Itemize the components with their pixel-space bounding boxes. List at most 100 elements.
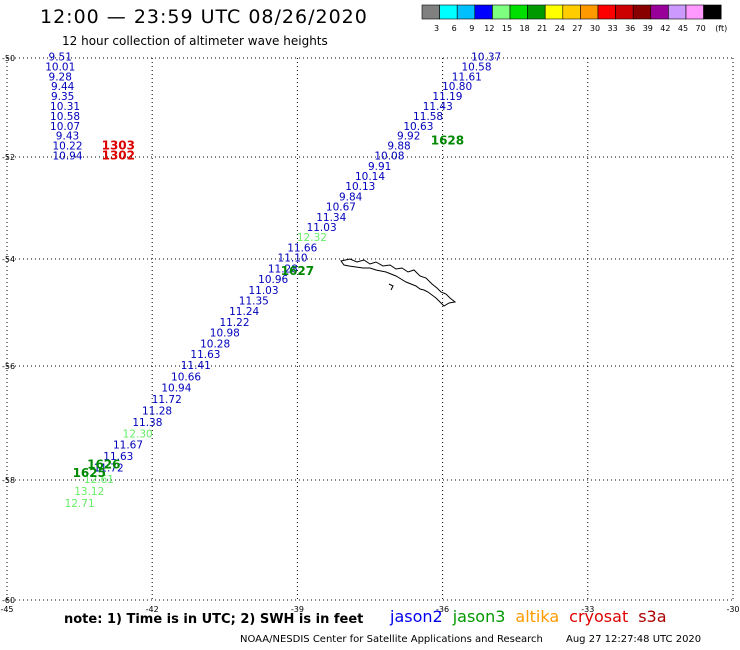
wave-height-label: 10.07 xyxy=(50,121,80,133)
colorbar-label: 6 xyxy=(452,24,457,33)
pass-time-label: 1302 xyxy=(102,149,135,163)
colorbar-swatch xyxy=(456,4,476,20)
wave-height-label: 11.28 xyxy=(142,405,172,417)
colorbar-label: 30 xyxy=(590,24,600,33)
colorbar-label: 15 xyxy=(502,24,512,33)
x-tick-label: -39 xyxy=(291,605,304,614)
wave-height-label: 12.71 xyxy=(65,498,95,510)
wave-height-label: 12.30 xyxy=(123,428,153,440)
x-tick-label: -30 xyxy=(726,605,739,614)
wave-height-label: 11.38 xyxy=(132,417,162,429)
wave-height-label: 11.19 xyxy=(432,91,462,103)
wave-height-label: 9.44 xyxy=(51,81,75,93)
legend-jason2: jason2 xyxy=(390,607,443,626)
colorbar-label: 33 xyxy=(608,24,618,33)
wave-height-label: 9.43 xyxy=(56,131,79,143)
wave-height-label: 12.32 xyxy=(297,232,327,244)
colorbar-swatch xyxy=(509,4,528,20)
wave-height-label: 10.14 xyxy=(355,171,385,183)
colorbar-swatch xyxy=(615,4,634,20)
legend-cryosat: cryosat xyxy=(569,607,629,626)
colorbar-swatch xyxy=(492,4,511,20)
y-tick-label: -60 xyxy=(2,596,15,605)
colorbar-swatch xyxy=(597,4,616,20)
colorbar-unit: (ft) xyxy=(715,24,727,33)
colorbar-label: 42 xyxy=(660,24,670,33)
colorbar-label: 21 xyxy=(537,24,547,33)
wave-height-label: 11.03 xyxy=(248,285,278,297)
wave-height-label: 9.91 xyxy=(368,161,391,173)
colorbar-swatch xyxy=(685,4,704,20)
wave-height-label: 10.58 xyxy=(50,111,80,123)
colorbar-label: 45 xyxy=(678,24,688,33)
wave-height-label: 11.61 xyxy=(452,71,482,83)
colorbar-label: 12 xyxy=(484,24,494,33)
wave-height-label: 9.28 xyxy=(49,71,72,83)
wave-height-label: 11.67 xyxy=(113,440,143,452)
y-tick-label: -54 xyxy=(2,255,15,264)
colorbar-label: 39 xyxy=(643,24,653,33)
wave-height-label: 10.08 xyxy=(374,151,404,163)
south-georgia-coastline xyxy=(340,258,457,307)
wave-height-label: 10.66 xyxy=(171,371,201,383)
wave-height-label: 11.58 xyxy=(413,111,443,123)
wave-height-label: 9.88 xyxy=(387,141,410,153)
colorbar-label: 70 xyxy=(696,24,706,33)
colorbar-swatch xyxy=(474,4,493,20)
wave-height-label: 11.41 xyxy=(181,360,211,372)
wave-height-label: 10.28 xyxy=(200,338,230,350)
page-subtitle: 12 hour collection of altimeter wave hei… xyxy=(62,34,328,48)
x-tick-label: -45 xyxy=(0,605,13,614)
note-text: note: 1) Time is in UTC; 2) SWH is in fe… xyxy=(64,612,364,627)
colorbar-label: 27 xyxy=(572,24,582,33)
legend-jason3: jason3 xyxy=(452,607,506,626)
timestamp: Aug 27 12:27:48 UTC 2020 xyxy=(566,634,702,645)
wave-height-label: 10.63 xyxy=(403,121,433,133)
pass-time-label: 1626 xyxy=(87,458,120,472)
wave-height-label: 10.80 xyxy=(442,81,472,93)
wave-height-label: 10.94 xyxy=(52,151,82,163)
colorbar-swatch xyxy=(527,4,546,20)
wave-height-label: 11.10 xyxy=(278,253,308,265)
wave-height-label: 10.94 xyxy=(161,383,191,395)
wave-height-label: 11.43 xyxy=(423,101,453,113)
wave-height-label: 11.66 xyxy=(287,242,317,254)
pass-time-label: 1303 xyxy=(102,139,135,153)
x-tick-label: -33 xyxy=(581,605,594,614)
colorbar-label: 24 xyxy=(555,24,565,33)
colorbar-label: 9 xyxy=(469,24,474,33)
y-tick-label: -52 xyxy=(2,153,15,162)
wave-height-label: 10.22 xyxy=(52,141,82,153)
wave-height-label: 10.13 xyxy=(345,181,375,193)
wave-height-label: 13.12 xyxy=(74,486,104,498)
wave-height-label: 12.61 xyxy=(84,474,114,486)
page-title: 12:00 — 23:59 UTC 08/26/2020 xyxy=(40,6,368,28)
wave-height-label: 10.98 xyxy=(210,328,240,340)
wave-height-label: 9.35 xyxy=(51,91,74,103)
colorbar-swatch xyxy=(580,4,599,20)
wave-height-label: 11.22 xyxy=(219,317,249,329)
colorbar-swatch xyxy=(632,4,652,20)
wave-height-label: 11.63 xyxy=(103,451,133,463)
pass-time-label: 1625 xyxy=(73,466,106,480)
colorbar-swatch xyxy=(668,4,687,20)
wave-height-label: 11.24 xyxy=(229,306,259,318)
colorbar-swatch xyxy=(439,4,458,20)
wave-height-label: 11.35 xyxy=(239,295,269,307)
colorbar: 3 6 9 12 15 18 21 24 27 30 33 36 39 42 45 70 (ft) xyxy=(421,4,727,33)
colorbar-swatch xyxy=(562,4,581,20)
wave-height-label: 11.34 xyxy=(316,212,346,224)
x-tick-label: -42 xyxy=(146,605,159,614)
wave-height-label: 11.03 xyxy=(307,222,337,234)
island-detail xyxy=(388,283,394,291)
wave-height-label: 11.63 xyxy=(190,349,220,361)
colorbar-swatch xyxy=(703,4,722,20)
colorbar-label: 3 xyxy=(434,24,439,33)
pass-time-label: 1627 xyxy=(281,264,314,278)
legend-s3a: s3a xyxy=(638,607,667,626)
axis-ticks: -50 -52 -54 -56 -58 -60-45 -42 -39 -36 -33 -30 xyxy=(0,54,739,614)
wave-height-label: 11.28 xyxy=(268,263,298,275)
